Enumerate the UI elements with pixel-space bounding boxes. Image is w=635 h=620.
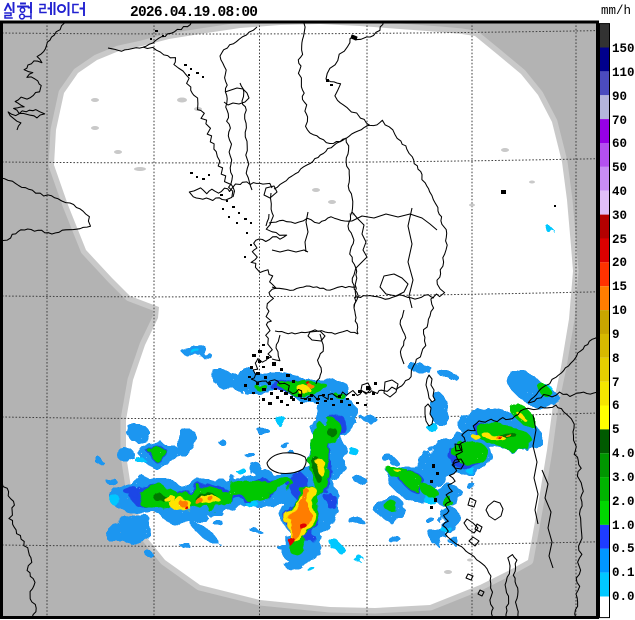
svg-text:6: 6 bbox=[612, 399, 620, 413]
svg-text:20: 20 bbox=[612, 256, 627, 270]
svg-text:5: 5 bbox=[612, 423, 620, 437]
svg-text:30: 30 bbox=[612, 209, 627, 223]
svg-text:40: 40 bbox=[612, 185, 627, 199]
svg-text:2.0: 2.0 bbox=[612, 495, 635, 509]
svg-text:70: 70 bbox=[612, 114, 627, 128]
svg-text:25: 25 bbox=[612, 233, 627, 247]
svg-text:90: 90 bbox=[612, 90, 627, 104]
svg-text:110: 110 bbox=[612, 66, 635, 80]
svg-text:mm/h: mm/h bbox=[601, 4, 631, 18]
svg-text:2026.04.19.08:00: 2026.04.19.08:00 bbox=[130, 5, 258, 21]
svg-text:3.0: 3.0 bbox=[612, 471, 635, 485]
svg-text:0.0: 0.0 bbox=[612, 590, 635, 604]
svg-text:0.1: 0.1 bbox=[612, 566, 635, 580]
svg-text:1.0: 1.0 bbox=[612, 519, 635, 533]
svg-text:15: 15 bbox=[612, 280, 627, 294]
svg-text:50: 50 bbox=[612, 161, 627, 175]
svg-text:7: 7 bbox=[612, 376, 620, 390]
svg-text:8: 8 bbox=[612, 352, 620, 366]
svg-text:4.0: 4.0 bbox=[612, 447, 635, 461]
svg-text:9: 9 bbox=[612, 328, 620, 342]
svg-text:0.5: 0.5 bbox=[612, 542, 635, 556]
svg-text:10: 10 bbox=[612, 304, 627, 318]
svg-text:150: 150 bbox=[612, 42, 635, 56]
svg-text:60: 60 bbox=[612, 137, 627, 151]
